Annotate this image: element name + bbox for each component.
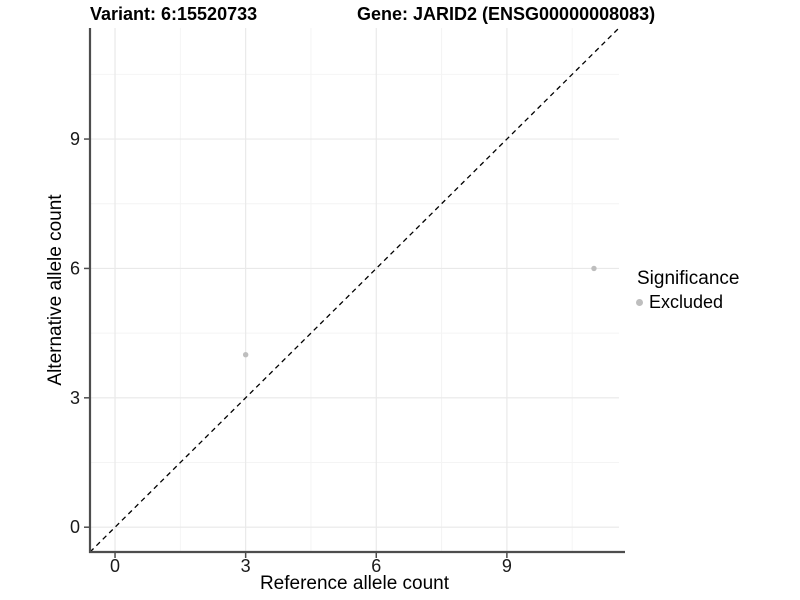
y-tick-label: 3	[70, 388, 80, 408]
identity-line	[89, 27, 620, 553]
x-axis-title: Reference allele count	[259, 573, 450, 594]
legend: Significance Excluded	[632, 268, 739, 313]
x-tick-label: 0	[110, 556, 120, 576]
x-tick-label: 9	[502, 556, 512, 576]
y-tick-label: 9	[70, 129, 80, 149]
y-tick-label: 0	[70, 517, 80, 537]
x-tick-label: 3	[241, 556, 251, 576]
y-tick-label: 6	[70, 258, 80, 278]
legend-entry-excluded: Excluded	[632, 292, 739, 313]
x-tick-label: 6	[371, 556, 381, 576]
excluded-point-swatch	[636, 299, 643, 306]
y-axis-title: Alternative allele count	[45, 194, 66, 386]
legend-title: Significance	[637, 268, 740, 289]
legend-entry-label: Excluded	[649, 292, 724, 312]
data-point	[591, 265, 597, 272]
plot-title-gene: Gene: JARID2 (ENSG00000008083)	[357, 4, 656, 24]
plot-title-variant: Variant: 6:15520733	[90, 4, 258, 24]
data-point	[242, 351, 249, 358]
